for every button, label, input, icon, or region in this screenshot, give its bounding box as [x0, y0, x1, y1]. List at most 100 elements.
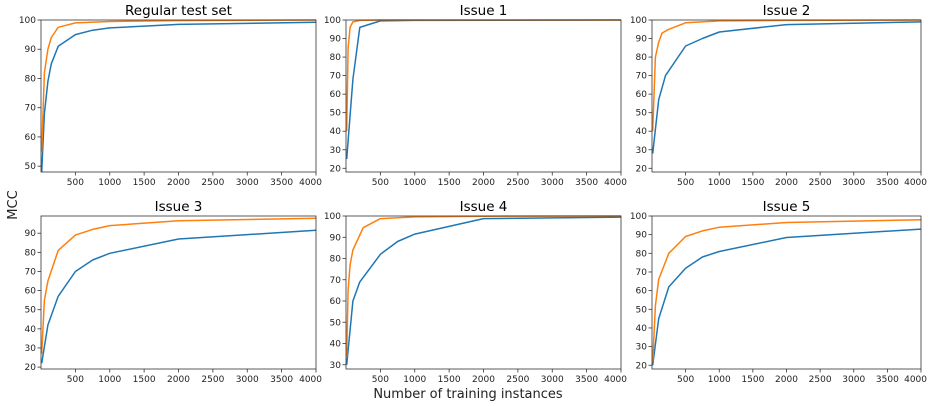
y-tick-label: 20: [25, 363, 37, 373]
y-tick-label: 60: [636, 90, 648, 100]
x-tick-label: 2500: [809, 178, 832, 188]
x-tick-label: 1000: [403, 375, 426, 385]
y-tick-label: 70: [636, 72, 648, 82]
x-tick-label: 2500: [201, 178, 224, 188]
y-tick-label: 70: [330, 276, 342, 286]
y-tick-label: 70: [330, 72, 342, 82]
series-line-blue: [651, 21, 922, 154]
y-tick-label: 40: [636, 324, 648, 334]
y-tick-label: 50: [330, 109, 342, 119]
x-tick-label: 3500: [575, 375, 598, 385]
y-tick-label: 70: [25, 104, 37, 114]
x-tick-label: 2000: [775, 375, 798, 385]
x-tick-label: 3000: [541, 375, 564, 385]
x-tick-label: 1500: [133, 375, 156, 385]
y-tick-label: 80: [25, 74, 37, 84]
y-tick-label: 90: [25, 45, 37, 55]
y-tick-label: 60: [25, 287, 37, 297]
x-tick-label: 1000: [98, 178, 121, 188]
x-tick-label: 500: [67, 375, 84, 385]
y-tick-label: 20: [330, 164, 342, 174]
x-tick-label: 1500: [741, 375, 764, 385]
y-tick-label: 30: [636, 146, 648, 156]
x-tick-label: 500: [677, 178, 694, 188]
x-axis-label: Number of training instances: [373, 387, 563, 402]
subplot-2: Issue 1 500 1000 1500 2000 2500 3000 3500 4000 20…: [324, 3, 627, 188]
y-tick-label: 30: [636, 343, 648, 353]
series-line-blue: [345, 216, 622, 365]
subplot-6: Issue 5 500 1000 1500 2000 2500 3000 3500 4000 20…: [630, 199, 927, 385]
y-tick-label: 50: [25, 306, 37, 316]
y-tick-label: 60: [330, 297, 342, 307]
x-tick-label: 1000: [98, 375, 121, 385]
y-tick-label: 20: [636, 164, 648, 174]
plot-frame: [345, 215, 622, 370]
subplot-1: Regular test set 500 1000 1500 2000 2500 3000 3…: [19, 3, 322, 188]
x-tick-label: 4000: [604, 375, 627, 385]
y-tick-label: 50: [330, 318, 342, 328]
subplot-title: Issue 2: [763, 3, 811, 19]
x-tick-label: 3500: [876, 178, 899, 188]
x-tick-label: 1500: [438, 375, 461, 385]
y-tick-label: 80: [330, 255, 342, 265]
y-tick-label: 80: [330, 53, 342, 63]
y-tick-label: 40: [330, 127, 342, 137]
y-tick-label: 70: [636, 268, 648, 278]
series-line-blue: [345, 19, 622, 160]
plot-frame: [40, 19, 317, 173]
y-tick-label: 50: [636, 305, 648, 315]
y-tick-label: 20: [636, 361, 648, 371]
plot-frame: [651, 19, 922, 173]
plot-frame: [345, 19, 622, 173]
y-tick-label: 100: [630, 16, 647, 26]
y-tick-label: 90: [330, 233, 342, 243]
series-line-orange: [345, 215, 622, 357]
series-line-blue: [651, 228, 922, 366]
series-line-orange: [40, 217, 317, 354]
x-tick-label: 1500: [438, 178, 461, 188]
x-tick-label: 2000: [472, 375, 495, 385]
subplot-title: Issue 5: [763, 199, 811, 215]
x-tick-label: 500: [67, 178, 84, 188]
series-line-orange: [651, 19, 922, 132]
x-tick-label: 500: [372, 178, 389, 188]
x-tick-label: 3000: [236, 375, 259, 385]
x-tick-label: 4000: [299, 375, 322, 385]
subplot-title: Issue 4: [460, 199, 508, 215]
x-tick-label: 3500: [876, 375, 899, 385]
plot-frame: [651, 215, 922, 370]
y-tick-label: 50: [25, 162, 37, 172]
y-tick-label: 50: [636, 109, 648, 119]
subplot-title: Issue 3: [155, 199, 203, 215]
y-tick-label: 60: [330, 90, 342, 100]
y-tick-label: 60: [636, 287, 648, 297]
y-tick-label: 80: [636, 53, 648, 63]
x-tick-label: 3000: [236, 178, 259, 188]
x-tick-label: 3000: [541, 178, 564, 188]
y-tick-label: 40: [636, 127, 648, 137]
x-tick-label: 1000: [403, 178, 426, 188]
x-tick-label: 1000: [708, 375, 731, 385]
y-tick-label: 40: [330, 340, 342, 350]
x-tick-label: 4000: [904, 178, 927, 188]
x-tick-label: 4000: [904, 375, 927, 385]
y-tick-label: 90: [25, 229, 37, 239]
x-tick-label: 3500: [270, 375, 293, 385]
y-tick-label: 70: [25, 267, 37, 277]
subplot-4: Issue 3 500 1000 1500 2000 2500 3000 3500 4000 20…: [25, 199, 323, 385]
x-tick-label: 4000: [299, 178, 322, 188]
series-line-orange: [40, 19, 317, 152]
x-tick-label: 1000: [708, 178, 731, 188]
plot-frame: [40, 215, 317, 370]
y-tick-label: 80: [25, 248, 37, 258]
x-tick-label: 2500: [809, 375, 832, 385]
series-line-blue: [40, 229, 317, 364]
subplot-3: Issue 2 500 1000 1500 2000 2500 3000 3500 4000 20…: [630, 3, 927, 188]
y-tick-label: 30: [330, 146, 342, 156]
y-tick-label: 90: [330, 35, 342, 45]
subplot-title: Regular test set: [125, 3, 232, 19]
x-tick-label: 3500: [270, 178, 293, 188]
x-tick-label: 3000: [842, 375, 865, 385]
x-tick-label: 1500: [741, 178, 764, 188]
